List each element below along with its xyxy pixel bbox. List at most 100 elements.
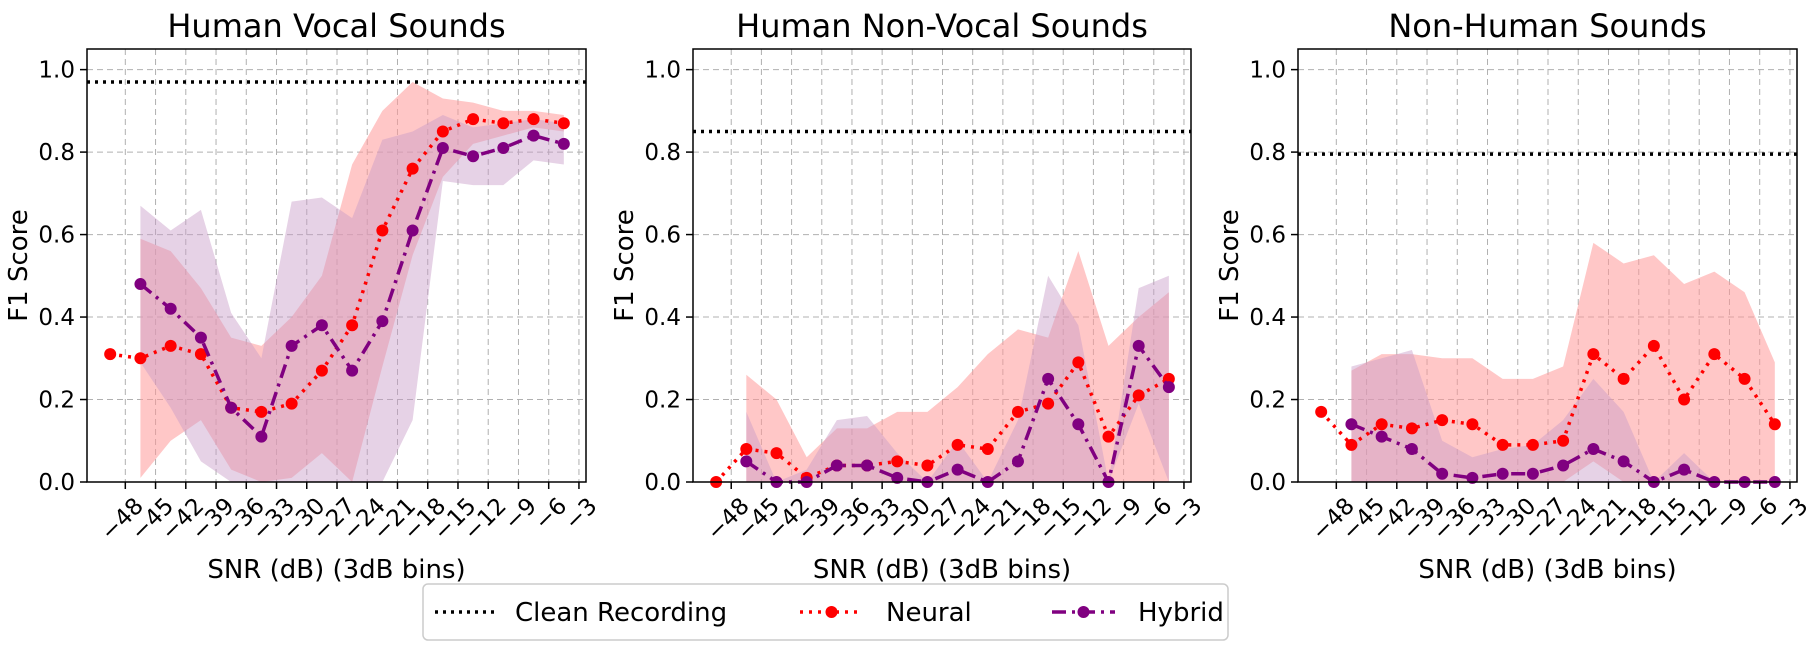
data-point-hybrid <box>225 401 238 414</box>
data-point-hybrid <box>497 141 510 154</box>
data-point-hybrid <box>1557 459 1570 472</box>
y-tick-label: 0.0 <box>1249 470 1286 496</box>
panel-2: 0.00.20.40.60.81.0−48−45−42−39−36−33−30−… <box>610 7 1208 585</box>
legend-item-neural: Neural <box>800 598 972 628</box>
data-point-neural <box>557 117 570 130</box>
data-point-hybrid <box>1345 418 1358 431</box>
y-axis-label: F1 Score <box>1215 209 1245 322</box>
y-tick-label: 0.8 <box>644 140 681 166</box>
data-point-neural <box>527 113 540 126</box>
data-point-hybrid <box>1405 443 1418 456</box>
data-point-neural <box>1496 438 1509 451</box>
data-point-neural <box>285 397 298 410</box>
data-point-neural <box>740 443 753 456</box>
data-point-neural <box>1678 393 1691 406</box>
data-point-hybrid <box>861 459 874 472</box>
legend: Clean Recording Neural Hybrid <box>422 583 1229 641</box>
data-point-neural <box>1768 418 1781 431</box>
y-axis-label: F1 Score <box>610 209 640 322</box>
data-point-hybrid <box>1162 381 1175 394</box>
data-point-hybrid <box>891 471 904 484</box>
y-tick-label: 0.2 <box>38 388 75 414</box>
data-point-hybrid <box>1072 418 1085 431</box>
data-point-neural <box>1405 422 1418 435</box>
data-point-neural <box>921 459 934 472</box>
series-line-hybrid <box>1350 422 1775 484</box>
y-tick-label: 0.0 <box>38 470 75 496</box>
band-neural <box>746 251 1169 482</box>
legend-label: Neural <box>886 598 972 628</box>
y-tick-label: 0.4 <box>644 305 681 331</box>
y-tick-label: 0.2 <box>1249 388 1286 414</box>
panel-title: Human Vocal Sounds <box>167 7 505 45</box>
panels: 0.00.20.40.60.81.0−48−45−42−39−36−33−30−… <box>4 7 1813 585</box>
legend-item-hybrid: Hybrid <box>1052 598 1224 628</box>
y-tick-label: 1.0 <box>38 58 75 84</box>
data-point-neural <box>104 348 117 361</box>
data-point-neural <box>1436 414 1449 427</box>
data-point-neural <box>1557 434 1570 447</box>
data-point-neural <box>194 348 207 361</box>
data-point-hybrid <box>1042 372 1055 385</box>
data-point-neural <box>376 224 389 237</box>
y-tick-label: 0.6 <box>644 223 681 249</box>
data-point-hybrid <box>134 278 147 291</box>
data-point-hybrid <box>1526 467 1539 480</box>
plot-area <box>693 129 1191 482</box>
y-tick-label: 1.0 <box>1249 58 1286 84</box>
x-axis-label: SNR (dB) (3dB bins) <box>1418 555 1676 585</box>
band-hybrid <box>746 275 1169 482</box>
data-point-hybrid <box>285 339 298 352</box>
data-point-hybrid <box>557 137 570 150</box>
data-point-neural <box>406 162 419 175</box>
x-tick-label: −3 <box>1771 493 1813 535</box>
panel-1: 0.00.20.40.60.81.0−48−45−42−39−36−33−30−… <box>4 7 602 585</box>
data-point-hybrid <box>1587 443 1600 456</box>
plot-area <box>1298 152 1797 482</box>
y-tick-label: 1.0 <box>644 58 681 84</box>
data-point-neural <box>1466 418 1479 431</box>
y-tick-label: 0.6 <box>38 223 75 249</box>
panel-3: 0.00.20.40.60.81.0−48−45−42−39−36−33−30−… <box>1215 7 1813 585</box>
data-point-hybrid <box>164 302 177 315</box>
data-point-neural <box>1738 372 1751 385</box>
data-point-hybrid <box>1132 339 1145 352</box>
band-neural <box>140 81 564 482</box>
data-point-hybrid <box>467 150 480 163</box>
data-point-neural <box>1011 405 1024 418</box>
data-point-hybrid <box>1011 455 1024 468</box>
legend-item-clean-recording: Clean Recording <box>435 598 727 628</box>
series-line-hybrid <box>745 344 1171 484</box>
data-point-neural <box>1375 418 1388 431</box>
band-hybrid <box>140 114 564 482</box>
data-point-neural <box>467 113 480 126</box>
legend-label: Hybrid <box>1138 598 1224 628</box>
data-point-neural <box>981 443 994 456</box>
y-tick-label: 0.6 <box>1249 223 1286 249</box>
data-point-hybrid <box>1375 430 1388 443</box>
plot-area <box>87 80 586 482</box>
data-point-neural <box>315 364 328 377</box>
data-point-hybrid <box>194 331 207 344</box>
x-tick-label: −3 <box>560 493 602 535</box>
data-point-hybrid <box>255 430 268 443</box>
x-axis-label: SNR (dB) (3dB bins) <box>813 555 1071 585</box>
data-point-neural <box>1042 397 1055 410</box>
y-tick-label: 0.8 <box>38 140 75 166</box>
data-point-neural <box>497 117 510 130</box>
data-point-hybrid <box>406 224 419 237</box>
data-point-neural <box>1345 438 1358 451</box>
y-axis-label: F1 Score <box>4 209 34 322</box>
y-tick-label: 0.4 <box>1249 305 1286 331</box>
data-point-hybrid <box>830 459 843 472</box>
data-point-neural <box>1587 348 1600 361</box>
panel-title: Non-Human Sounds <box>1388 7 1706 45</box>
data-point-hybrid <box>376 315 389 328</box>
data-point-neural <box>1647 339 1660 352</box>
data-point-neural <box>951 438 964 451</box>
data-point-neural <box>1617 372 1630 385</box>
band-neural <box>1351 242 1775 482</box>
y-tick-label: 0.4 <box>38 305 75 331</box>
data-point-hybrid <box>1466 471 1479 484</box>
data-point-hybrid <box>346 364 359 377</box>
